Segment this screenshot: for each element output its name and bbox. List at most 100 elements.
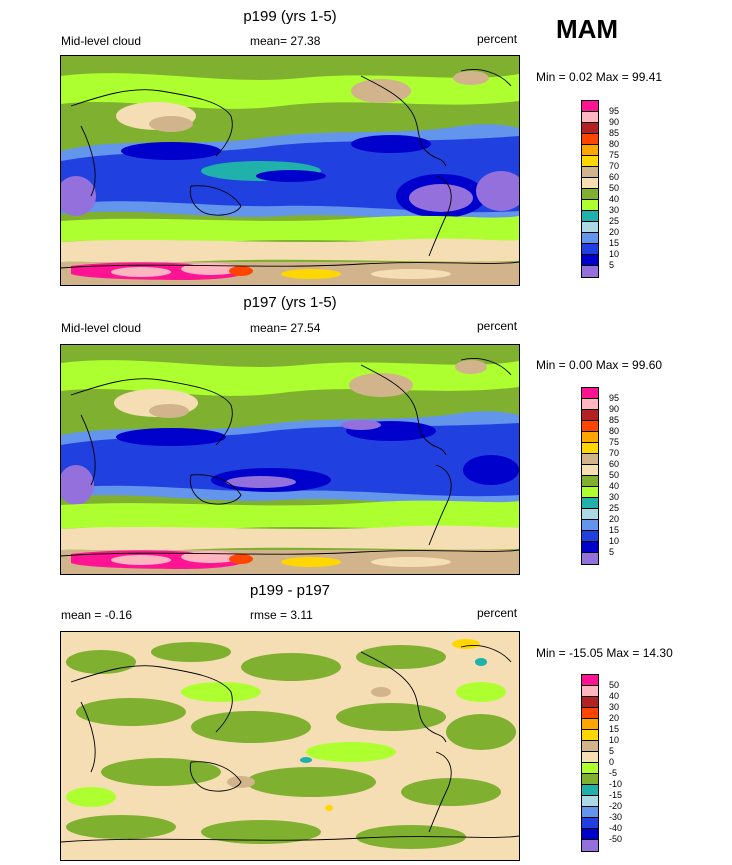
panel2-title: p197 (yrs 1-5)	[243, 294, 337, 311]
panel1-colorbar-label: 95	[609, 106, 620, 116]
panel1-colorbar-label: 40	[609, 194, 620, 204]
panel3-colorbar-box	[581, 795, 599, 807]
panel1-colorbar-box	[581, 100, 599, 112]
panel3-colorbar-box	[581, 751, 599, 763]
panel1-colorbar-box	[581, 265, 599, 278]
panel1-mean: mean= 27.38	[250, 34, 321, 48]
panel2-colorbar-box	[581, 398, 599, 410]
panel3-colorbar: 50 40 30 20 15 10 5 0 -5 -10 -15 -20 -30…	[581, 674, 661, 856]
panel1-colorbar-label: 30	[609, 205, 620, 215]
panel3-units: percent	[477, 606, 518, 620]
panel2-colorbar-box	[581, 431, 599, 443]
panel1-colorbar-label: 60	[609, 172, 620, 182]
panel2-colorbar-label: 85	[609, 415, 620, 425]
panel2-colorbar-label: 40	[609, 481, 620, 491]
panel3-colorbar-box	[581, 696, 599, 708]
panel2-map	[60, 344, 520, 575]
panel2-colorbar-box	[581, 475, 599, 487]
panel3-colorbar-box	[581, 707, 599, 719]
panel1-colorbar-label: 80	[609, 139, 620, 149]
panel1-map-graphic	[61, 56, 519, 285]
panel3-colorbar-box	[581, 839, 599, 852]
panel1-minmax: Min = 0.02 Max = 99.41	[536, 70, 663, 84]
panel3-map	[60, 631, 520, 861]
panel2-map-graphic	[61, 345, 519, 574]
panel3-title: p199 - p197	[249, 582, 331, 599]
panel3-colorbar-box	[581, 674, 599, 686]
panel3-colorbar-label: 30	[609, 702, 620, 712]
panel3-colorbar-box	[581, 762, 599, 774]
panel2-colorbar-label: 75	[609, 437, 620, 447]
panel2-mean: mean= 27.54	[250, 321, 321, 335]
panel1-title: p199 (yrs 1-5)	[243, 8, 337, 25]
panel2-colorbar-box	[581, 552, 599, 565]
panel2-colorbar-box	[581, 486, 599, 498]
panel1-colorbar-label: 50	[609, 183, 620, 193]
panel1-colorbar-label: 85	[609, 128, 620, 138]
panel3-colorbar-box	[581, 729, 599, 741]
panel2-colorbar-label: 50	[609, 470, 620, 480]
panel2-colorbar-label: 25	[609, 503, 620, 513]
panel3-colorbar-label: -10	[609, 779, 623, 789]
panel3-map-graphic	[61, 632, 519, 860]
panel3-colorbar-label: 50	[609, 680, 620, 690]
panel3-colorbar-label: 0	[609, 757, 615, 767]
panel1-colorbar-box	[581, 133, 599, 145]
panel3-colorbar-label: -5	[609, 768, 618, 778]
panel1-colorbar-label: 75	[609, 150, 620, 160]
panel1-colorbar-box	[581, 199, 599, 211]
panel2-colorbar-box	[581, 453, 599, 465]
panel2-colorbar-box	[581, 497, 599, 509]
panel2-colorbar-box	[581, 519, 599, 531]
panel2-colorbar-label: 30	[609, 492, 620, 502]
panel2-colorbar-box	[581, 541, 599, 553]
panel1-colorbar-label: 10	[609, 249, 620, 259]
panel1-colorbar-label: 5	[609, 260, 615, 270]
panel2-colorbar-label: 80	[609, 426, 620, 436]
panel2-colorbar-box	[581, 409, 599, 421]
panel3-colorbar-box	[581, 718, 599, 730]
panel3-minmax: Min = -15.05 Max = 14.30	[536, 646, 673, 660]
panel1-colorbar-label: 15	[609, 238, 620, 248]
panel1-colorbar-box	[581, 221, 599, 233]
panel1-colorbar-label: 90	[609, 117, 620, 127]
panel2-colorbar-box	[581, 420, 599, 432]
panel3-colorbar-label: 10	[609, 735, 620, 745]
panel1-colorbar-box	[581, 166, 599, 178]
panel3-mean: mean = -0.16	[61, 608, 133, 622]
panel3-colorbar-label: 5	[609, 746, 615, 756]
panel1-colorbar-box	[581, 243, 599, 255]
panel3-colorbar-label: 20	[609, 713, 620, 723]
panel2-colorbar-label: 10	[609, 536, 620, 546]
panel1-colorbar-box	[581, 177, 599, 189]
panel1-colorbar: 95 90 85 80 75 70 60 50 40 30 25 20 15 1…	[581, 100, 661, 282]
panel1-colorbar-box	[581, 122, 599, 134]
panel3-colorbar-label: -20	[609, 801, 623, 811]
panel2-colorbar-box	[581, 442, 599, 454]
panel2-colorbar-label: 60	[609, 459, 620, 469]
panel1-map	[60, 55, 520, 286]
panel1-colorbar-box	[581, 188, 599, 200]
panel3-rmse: rmse = 3.11	[250, 608, 313, 622]
panel2-colorbar-box	[581, 530, 599, 542]
panel3-colorbar-label: -30	[609, 812, 623, 822]
panel2-colorbar-label: 70	[609, 448, 620, 458]
panel2-minmax: Min = 0.00 Max = 99.60	[536, 358, 663, 372]
panel1-colorbar-box	[581, 144, 599, 156]
panel3-colorbar-box	[581, 685, 599, 697]
panel2-colorbar-box	[581, 464, 599, 476]
panel3-colorbar-box	[581, 806, 599, 818]
panel2-left-label: Mid-level cloud	[61, 321, 142, 335]
panel1-colorbar-box	[581, 254, 599, 266]
panel2-colorbar-label: 90	[609, 404, 620, 414]
panel2-colorbar: 95 90 85 80 75 70 60 50 40 30 25 20 15 1…	[581, 387, 661, 569]
panel2-colorbar-label: 20	[609, 514, 620, 524]
panel3-colorbar-box	[581, 817, 599, 829]
panel1-left-label: Mid-level cloud	[61, 34, 142, 48]
panel2-colorbar-label: 15	[609, 525, 620, 535]
panel1-colorbar-label: 20	[609, 227, 620, 237]
season-label: MAM	[556, 14, 619, 44]
panel1-colorbar-box	[581, 111, 599, 123]
panel1-colorbar-box	[581, 155, 599, 167]
panel1-colorbar-box	[581, 232, 599, 244]
